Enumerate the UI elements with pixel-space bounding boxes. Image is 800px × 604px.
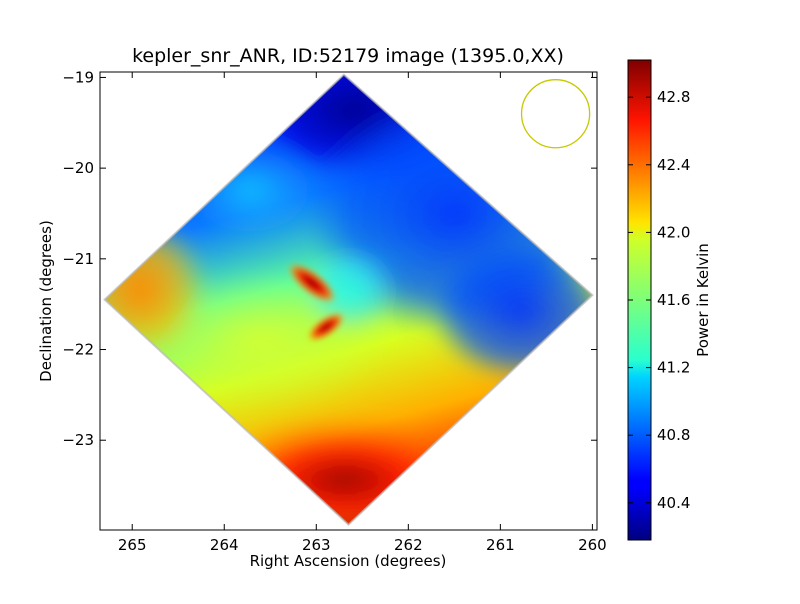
y-tick-label: −22 (62, 341, 94, 359)
colorbar-tick-label: 40.8 (657, 426, 690, 444)
colorbar-ticks: 40.4 40.8 41.2 41.6 42.0 42.4 42.8 (628, 88, 690, 512)
colorbar-tick-label: 41.6 (657, 291, 690, 309)
cyan-west-region (180, 140, 320, 240)
colorbar-tick-label: 40.4 (657, 494, 690, 512)
hot-lobe-upper (287, 262, 337, 304)
x-tick-label: 264 (210, 536, 239, 554)
y-tick-label: −19 (62, 68, 94, 86)
colorbar-tick-label: 41.2 (657, 359, 690, 377)
beam-circle (520, 79, 591, 149)
x-tick-label: 260 (578, 536, 607, 554)
x-tick-label: 262 (394, 536, 423, 554)
colorbar-label: Power in Kelvin (694, 243, 712, 357)
cyan-core-region (305, 250, 395, 330)
x-tick-label: 265 (118, 536, 147, 554)
x-tick-label: 263 (302, 536, 331, 554)
x-tick-label: 261 (486, 536, 515, 554)
y-tick-label: −23 (62, 431, 94, 449)
y-axis-label: Declination (degrees) (37, 220, 55, 382)
x-axis-ticks: 265 264 263 262 261 260 (118, 72, 607, 554)
blue-east-region (430, 240, 593, 380)
axes-frame (99, 71, 598, 531)
hot-lobe-lower (307, 312, 345, 342)
y-axis-ticks: −19 −20 −21 −22 −23 (62, 68, 597, 449)
x-axis-label: Right Ascension (degrees) (250, 552, 447, 570)
y-tick-label: −20 (62, 159, 94, 177)
colorbar-tick-label: 42.0 (657, 223, 690, 241)
chart-title: kepler_snr_ANR, ID:52179 image (1395.0,X… (132, 45, 564, 67)
colorbar-tick-label: 42.4 (657, 156, 690, 174)
heatmap-image (103, 73, 594, 526)
colorbar-tick-label: 42.8 (657, 88, 690, 106)
y-tick-label: −21 (62, 250, 94, 268)
heatmap-footprint-edge (103, 73, 594, 526)
